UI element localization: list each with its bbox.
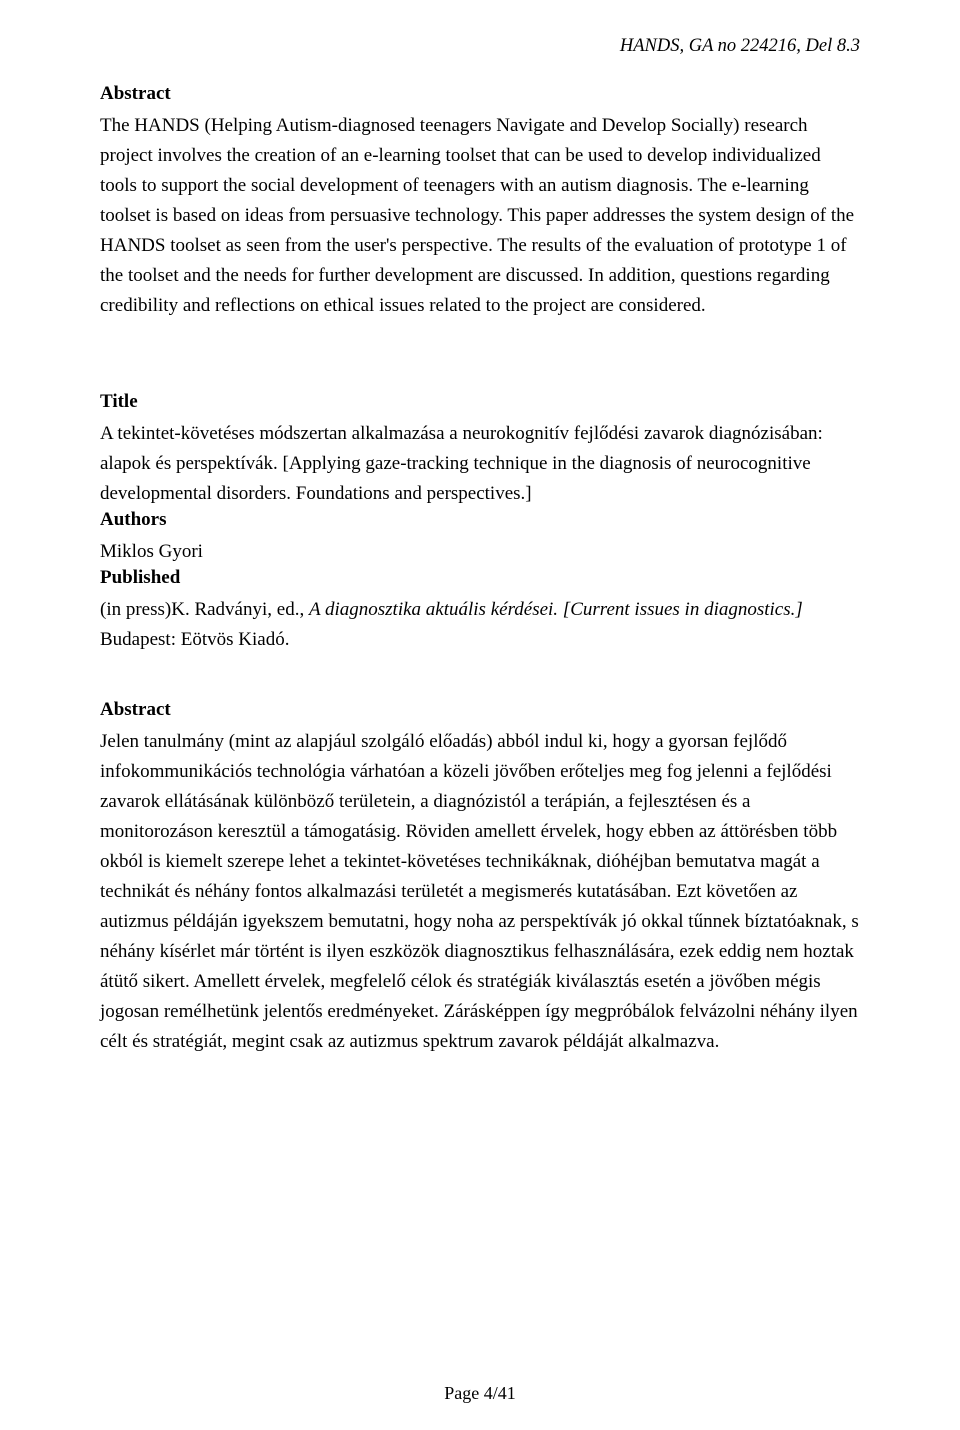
abstract-text-1: The HANDS (Helping Autism-diagnosed teen… [100,111,860,321]
published-suffix: Budapest: Eötvös Kiadó. [100,629,289,650]
title-text: A tekintet-követéses módszertan alkalmaz… [100,419,860,509]
page-footer: Page 4/41 [0,1383,960,1404]
published-italic: A diagnosztika aktuális kérdései. [Curre… [309,599,803,620]
title-heading: Title [100,391,860,413]
spacer [100,655,860,699]
abstract-heading-1: Abstract [100,83,860,105]
abstract-heading-2: Abstract [100,699,860,721]
page-container: HANDS, GA no 224216, Del 8.3 Abstract Th… [0,0,960,1430]
authors-heading: Authors [100,509,860,531]
published-heading: Published [100,567,860,589]
authors-text: Miklos Gyori [100,537,860,567]
published-prefix: (in press)K. Radványi, ed., [100,599,309,620]
abstract-text-2: Jelen tanulmány (mint az alapjául szolgá… [100,727,860,1057]
running-header: HANDS, GA no 224216, Del 8.3 [100,36,860,57]
spacer [100,321,860,391]
published-text: (in press)K. Radványi, ed., A diagnoszti… [100,595,860,655]
